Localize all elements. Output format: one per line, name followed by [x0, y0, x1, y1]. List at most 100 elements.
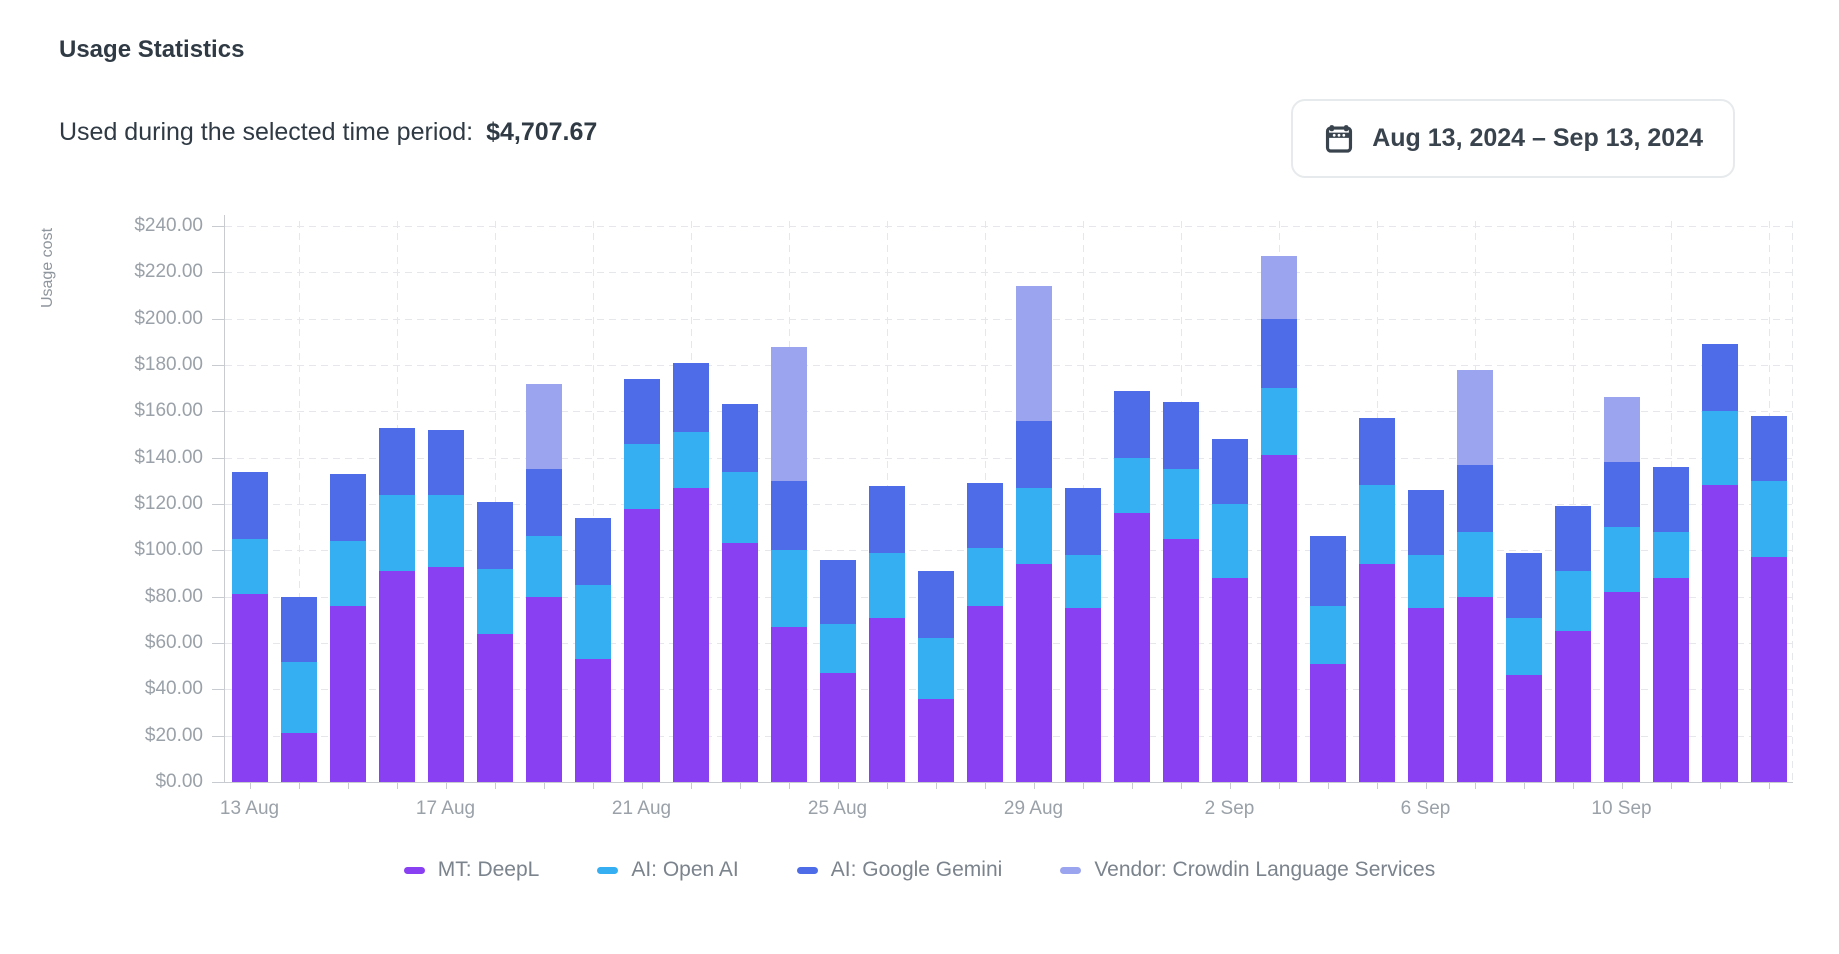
bar-segment-mt-deepl[interactable] — [1309, 663, 1346, 782]
bar-segment-ai-google-gemini[interactable] — [770, 480, 807, 551]
bar-segment-ai-google-gemini[interactable] — [1358, 418, 1395, 486]
bar-segment-ai-google-gemini[interactable] — [476, 501, 513, 569]
bar-segment-ai-open-ai[interactable] — [1113, 457, 1150, 514]
legend-item-vendor-crowdin-language-services[interactable]: Vendor: Crowdin Language Services — [1060, 858, 1435, 882]
bar-segment-ai-open-ai[interactable] — [721, 471, 758, 544]
date-range-picker[interactable]: Aug 13, 2024 – Sep 13, 2024 — [1291, 99, 1735, 178]
bar-segment-mt-deepl[interactable] — [378, 571, 415, 782]
bar-segment-ai-google-gemini[interactable] — [868, 485, 905, 553]
bar-segment-ai-google-gemini[interactable] — [1015, 420, 1052, 488]
bar-segment-ai-open-ai[interactable] — [1407, 554, 1444, 609]
bar-segment-mt-deepl[interactable] — [1750, 557, 1787, 782]
bar-segment-mt-deepl[interactable] — [1652, 578, 1689, 782]
bar-segment-mt-deepl[interactable] — [231, 594, 268, 782]
bar-segment-ai-google-gemini[interactable] — [1701, 344, 1738, 412]
bar-segment-ai-open-ai[interactable] — [1064, 554, 1101, 609]
bar-segment-ai-open-ai[interactable] — [1162, 469, 1199, 539]
bar-segment-ai-open-ai[interactable] — [525, 536, 562, 597]
bar-segment-ai-google-gemini[interactable] — [1505, 552, 1542, 618]
bar-segment-ai-google-gemini[interactable] — [1750, 416, 1787, 481]
bar-segment-mt-deepl[interactable] — [1260, 455, 1297, 782]
bar-segment-mt-deepl[interactable] — [966, 605, 1003, 782]
bar-segment-ai-google-gemini[interactable] — [672, 362, 709, 433]
bar-segment-ai-open-ai[interactable] — [868, 552, 905, 618]
bar-segment-mt-deepl[interactable] — [329, 605, 366, 782]
bar-segment-ai-open-ai[interactable] — [1505, 617, 1542, 676]
bar-segment-ai-open-ai[interactable] — [1358, 485, 1395, 565]
bar-segment-mt-deepl[interactable] — [1015, 564, 1052, 782]
bar-segment-ai-google-gemini[interactable] — [819, 559, 856, 625]
bar-segment-ai-open-ai[interactable] — [574, 585, 611, 660]
bar-segment-mt-deepl[interactable] — [525, 596, 562, 782]
bar-segment-mt-deepl[interactable] — [868, 617, 905, 782]
bar-segment-ai-google-gemini[interactable] — [1554, 506, 1591, 572]
bar-segment-ai-google-gemini[interactable] — [1113, 390, 1150, 458]
bar-segment-ai-open-ai[interactable] — [819, 624, 856, 674]
bar-segment-ai-google-gemini[interactable] — [1456, 464, 1493, 532]
bar-segment-mt-deepl[interactable] — [280, 733, 317, 782]
bar-segment-ai-google-gemini[interactable] — [1309, 536, 1346, 606]
bar-segment-ai-open-ai[interactable] — [231, 538, 268, 595]
bar-segment-vendor-crowdin-language-services[interactable] — [525, 383, 562, 470]
bar-segment-vendor-crowdin-language-services[interactable] — [770, 346, 807, 481]
bar-segment-ai-google-gemini[interactable] — [427, 429, 464, 495]
bar-segment-mt-deepl[interactable] — [1701, 485, 1738, 782]
bar-segment-mt-deepl[interactable] — [427, 566, 464, 782]
bar-segment-mt-deepl[interactable] — [1456, 596, 1493, 782]
bar-segment-ai-open-ai[interactable] — [427, 494, 464, 567]
bar-segment-mt-deepl[interactable] — [721, 543, 758, 782]
bar-segment-ai-google-gemini[interactable] — [1162, 402, 1199, 470]
bar-segment-vendor-crowdin-language-services[interactable] — [1015, 286, 1052, 421]
bar-segment-ai-open-ai[interactable] — [1456, 531, 1493, 597]
bar-segment-mt-deepl[interactable] — [1113, 513, 1150, 782]
bar-segment-mt-deepl[interactable] — [917, 698, 954, 782]
bar-segment-ai-google-gemini[interactable] — [280, 596, 317, 662]
legend-item-ai-google-gemini[interactable]: AI: Google Gemini — [796, 858, 1002, 882]
bar-segment-mt-deepl[interactable] — [1211, 578, 1248, 782]
bar-segment-ai-google-gemini[interactable] — [574, 517, 611, 586]
bar-segment-mt-deepl[interactable] — [574, 659, 611, 782]
bar-segment-ai-open-ai[interactable] — [917, 638, 954, 699]
bar-segment-ai-open-ai[interactable] — [966, 548, 1003, 606]
bar-segment-vendor-crowdin-language-services[interactable] — [1456, 369, 1493, 465]
bar-segment-mt-deepl[interactable] — [770, 626, 807, 782]
bar-segment-mt-deepl[interactable] — [819, 673, 856, 782]
bar-segment-mt-deepl[interactable] — [1603, 592, 1640, 782]
bar-segment-ai-google-gemini[interactable] — [623, 378, 660, 444]
bar-segment-ai-google-gemini[interactable] — [231, 471, 268, 539]
bar-segment-ai-google-gemini[interactable] — [721, 404, 758, 472]
bar-segment-mt-deepl[interactable] — [1407, 608, 1444, 782]
bar-segment-ai-open-ai[interactable] — [770, 550, 807, 627]
bar-segment-ai-google-gemini[interactable] — [329, 473, 366, 542]
bar-segment-ai-open-ai[interactable] — [623, 443, 660, 509]
bar-segment-ai-google-gemini[interactable] — [525, 469, 562, 537]
bar-segment-mt-deepl[interactable] — [1554, 631, 1591, 782]
bar-segment-ai-open-ai[interactable] — [1750, 480, 1787, 558]
bar-segment-mt-deepl[interactable] — [672, 487, 709, 782]
bar-segment-ai-open-ai[interactable] — [1260, 388, 1297, 456]
bar-segment-ai-open-ai[interactable] — [1701, 411, 1738, 486]
bar-segment-ai-open-ai[interactable] — [1309, 605, 1346, 664]
bar-segment-ai-open-ai[interactable] — [1603, 527, 1640, 593]
bar-segment-mt-deepl[interactable] — [1505, 675, 1542, 782]
bar-segment-vendor-crowdin-language-services[interactable] — [1260, 256, 1297, 319]
bar-segment-mt-deepl[interactable] — [1358, 564, 1395, 782]
bar-segment-ai-google-gemini[interactable] — [378, 427, 415, 495]
bar-segment-mt-deepl[interactable] — [476, 633, 513, 782]
bar-segment-mt-deepl[interactable] — [1162, 538, 1199, 782]
legend-item-mt-deepl[interactable]: MT: DeepL — [403, 858, 539, 882]
bar-segment-ai-google-gemini[interactable] — [917, 571, 954, 639]
bar-segment-ai-google-gemini[interactable] — [1260, 318, 1297, 389]
bar-segment-ai-open-ai[interactable] — [378, 494, 415, 572]
bar-segment-ai-google-gemini[interactable] — [1064, 487, 1101, 555]
bar-segment-ai-open-ai[interactable] — [1652, 531, 1689, 579]
bar-segment-ai-google-gemini[interactable] — [1652, 466, 1689, 532]
bar-segment-ai-open-ai[interactable] — [280, 661, 317, 734]
bar-segment-ai-google-gemini[interactable] — [1211, 439, 1248, 505]
bar-segment-ai-open-ai[interactable] — [329, 541, 366, 606]
bar-segment-ai-google-gemini[interactable] — [966, 483, 1003, 549]
bar-segment-ai-google-gemini[interactable] — [1407, 490, 1444, 555]
bar-segment-ai-google-gemini[interactable] — [1603, 462, 1640, 528]
bar-segment-ai-open-ai[interactable] — [672, 432, 709, 488]
bar-segment-ai-open-ai[interactable] — [476, 568, 513, 634]
